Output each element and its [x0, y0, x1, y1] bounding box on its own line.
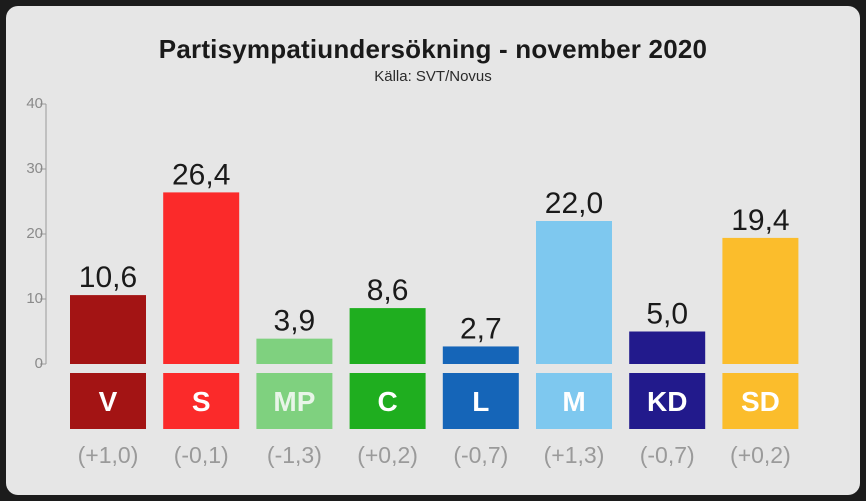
- y-tick-label: 10: [26, 290, 43, 307]
- bar-mp: [256, 338, 333, 364]
- category-label: C: [377, 386, 397, 417]
- category-box: [256, 373, 333, 429]
- bar-c: [349, 308, 426, 364]
- y-tick-label: 0: [35, 355, 43, 372]
- change-label: (-0,7): [640, 442, 695, 468]
- change-label: (+1,3): [544, 442, 605, 468]
- change-label: (-0,1): [174, 442, 229, 468]
- data-label: 2,7: [460, 312, 502, 345]
- data-label: 8,6: [367, 274, 409, 307]
- chart-panel: Partisympatiundersökning - november 2020…: [6, 6, 860, 495]
- data-label: 19,4: [731, 204, 789, 237]
- data-label: 22,0: [545, 187, 603, 220]
- data-label: 5,0: [646, 298, 688, 331]
- category-box: [536, 373, 612, 429]
- category-label: M: [562, 386, 585, 417]
- bar-chart: 0 10 20 30 40 10,6 V (+1,0) 26,4 S (-0,1) 3,9 MP (-1,…: [26, 95, 799, 468]
- category-box: [629, 373, 706, 429]
- y-tick-label: 40: [26, 95, 43, 112]
- y-tick-label: 30: [26, 160, 43, 177]
- bar-m: [536, 221, 612, 364]
- category-box: [163, 373, 240, 429]
- data-label: 3,9: [274, 305, 316, 338]
- bar-l: [442, 346, 519, 364]
- category-label: V: [99, 386, 118, 417]
- bar-sd: [722, 237, 799, 364]
- category-box: [349, 373, 426, 429]
- change-label: (-1,3): [267, 442, 322, 468]
- category-box: [442, 373, 519, 429]
- data-label: 10,6: [79, 261, 137, 294]
- data-label: 26,4: [172, 158, 230, 191]
- y-tick-label: 20: [26, 225, 43, 242]
- category-box: [70, 373, 146, 429]
- bar-kd: [629, 331, 706, 364]
- chart-subtitle: Källa: SVT/Novus: [374, 68, 492, 85]
- change-label: (+1,0): [78, 442, 139, 468]
- category-label: SD: [741, 386, 780, 417]
- change-label: (+0,2): [357, 442, 418, 468]
- category-label: MP: [273, 386, 315, 417]
- category-label: KD: [647, 386, 687, 417]
- change-label: (-0,7): [453, 442, 508, 468]
- category-box: [722, 373, 799, 429]
- chart-title: Partisympatiundersökning - november 2020: [158, 34, 708, 64]
- bar-s: [163, 192, 240, 364]
- category-label: L: [472, 386, 489, 417]
- bar-v: [70, 295, 146, 364]
- change-label: (+0,2): [730, 442, 791, 468]
- category-label: S: [192, 386, 211, 417]
